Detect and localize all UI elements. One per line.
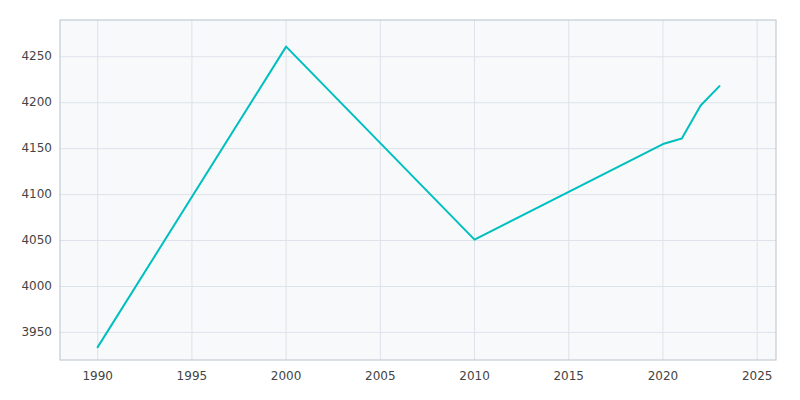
- plot-background: [60, 20, 776, 360]
- x-tick-label: 2020: [648, 369, 679, 383]
- y-grid-line: [60, 56, 776, 57]
- chart-container: 3950 4000 4050 4100 4150 4200 4250 1990 1995 2000…: [0, 0, 800, 400]
- x-grid-line: [286, 20, 287, 360]
- x-tick-label: 1995: [177, 369, 208, 383]
- x-tick-label: 2005: [365, 369, 396, 383]
- x-tick-label: 2010: [459, 369, 490, 383]
- y-tick-label: 4150: [21, 141, 52, 155]
- series: [98, 47, 720, 347]
- x-grid-line: [380, 20, 381, 360]
- y-grid-line: [60, 286, 776, 287]
- plot-frame: [60, 20, 776, 360]
- line: [98, 47, 720, 347]
- x-grid-line: [757, 20, 758, 360]
- x-grid-line: [191, 20, 192, 360]
- y-grid-line: [60, 332, 776, 333]
- x-tick-label: 1990: [82, 369, 113, 383]
- y-grid-line: [60, 240, 776, 241]
- y-grid-line: [60, 102, 776, 103]
- y-grid-line: [60, 194, 776, 195]
- y-tick-label: 4050: [21, 233, 52, 247]
- x-tick-label: 2000: [271, 369, 302, 383]
- x-grid-line: [97, 20, 98, 360]
- x-grid-line: [568, 20, 569, 360]
- chart: 3950 4000 4050 4100 4150 4200 4250 1990 1995 2000…: [0, 0, 800, 400]
- x-tick-label: 2015: [553, 369, 584, 383]
- grid: [60, 20, 776, 360]
- y-tick-label: 4250: [21, 49, 52, 63]
- x-tick-label: 2025: [742, 369, 773, 383]
- y-grid-line: [60, 148, 776, 149]
- tick-labels: 3950 4000 4050 4100 4150 4200 4250 1990 1995 2000…: [21, 49, 772, 383]
- y-tick-label: 4100: [21, 187, 52, 201]
- y-tick-label: 4000: [21, 279, 52, 293]
- x-grid-line: [474, 20, 475, 360]
- y-tick-label: 3950: [21, 325, 52, 339]
- y-tick-label: 4200: [21, 95, 52, 109]
- x-grid-line: [662, 20, 663, 360]
